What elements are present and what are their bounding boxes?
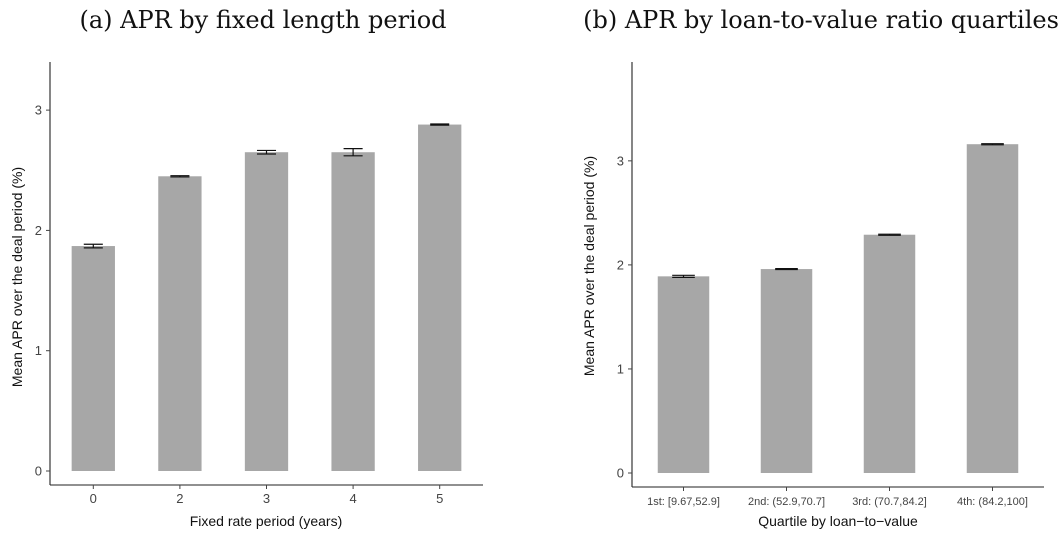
panel-b-x-tick-label: 3rd: (70.7,84.2]	[852, 496, 927, 508]
panel-b-y-tick-label: 2	[617, 257, 624, 272]
panel-b-plot-area: 0 1 2 3 1st: [9.67,52.9] 2nd: (52.9,70.7] 3rd:…	[617, 62, 1044, 508]
panel-a-y-axis-title: Mean APR over the deal period (%)	[9, 167, 25, 387]
panel-b-bar	[657, 276, 710, 473]
panel-b-y-axis-title-group: Mean APR over the deal period (%)	[581, 156, 597, 376]
panel-a-y-tick-label: 0	[35, 464, 42, 479]
panel-a-x-tick-label: 3	[263, 491, 270, 506]
panel-a-x-tick-label: 4	[349, 491, 356, 506]
panel-a-bar	[71, 246, 115, 471]
panel-a-y-tick-label: 2	[35, 223, 42, 238]
panel-b: (b) APR by loan-to-value ratio quartiles…	[581, 6, 1059, 529]
panel-a: (a) APR by fixed length period Mean APR …	[9, 6, 483, 529]
panel-b-y-axis-title: Mean APR over the deal period (%)	[581, 156, 597, 376]
panel-a-bar	[418, 124, 462, 471]
panel-a-y-axis-title-group: Mean APR over the deal period (%)	[9, 167, 25, 387]
panel-a-y-tick-label: 1	[35, 343, 42, 358]
panel-a-bar	[244, 152, 289, 471]
panel-a-x-tick-label: 0	[90, 491, 97, 506]
panel-b-x-tick-label: 2nd: (52.9,70.7]	[748, 496, 825, 508]
panel-a-title: (a) APR by fixed length period	[79, 6, 446, 34]
panel-b-bar	[966, 144, 1019, 473]
panel-b-x-axis-title: Quartile by loan−to−value	[758, 513, 918, 529]
panel-b-bar	[760, 269, 813, 473]
panel-a-bar	[158, 176, 202, 471]
panel-b-y-tick-label: 1	[617, 361, 624, 376]
panel-b-title: (b) APR by loan-to-value ratio quartiles	[583, 6, 1059, 34]
panel-a-x-tick-label: 5	[436, 491, 443, 506]
panel-a-x-axis-title: Fixed rate period (years)	[190, 513, 343, 529]
panel-b-y-tick-label: 3	[617, 153, 624, 168]
panel-b-x-tick-label: 1st: [9.67,52.9]	[647, 496, 720, 508]
panel-b-bar	[863, 234, 916, 473]
panel-a-x-tick-label: 2	[176, 491, 183, 506]
panel-b-x-tick-label: 4th: (84.2,100]	[957, 496, 1028, 508]
panel-b-y-tick-label: 0	[617, 466, 624, 481]
panel-a-bar	[331, 152, 375, 471]
panel-a-y-tick-label: 3	[35, 103, 42, 118]
panel-a-plot-area: 0 1 2 3 0 2 3 4 5	[35, 62, 483, 506]
